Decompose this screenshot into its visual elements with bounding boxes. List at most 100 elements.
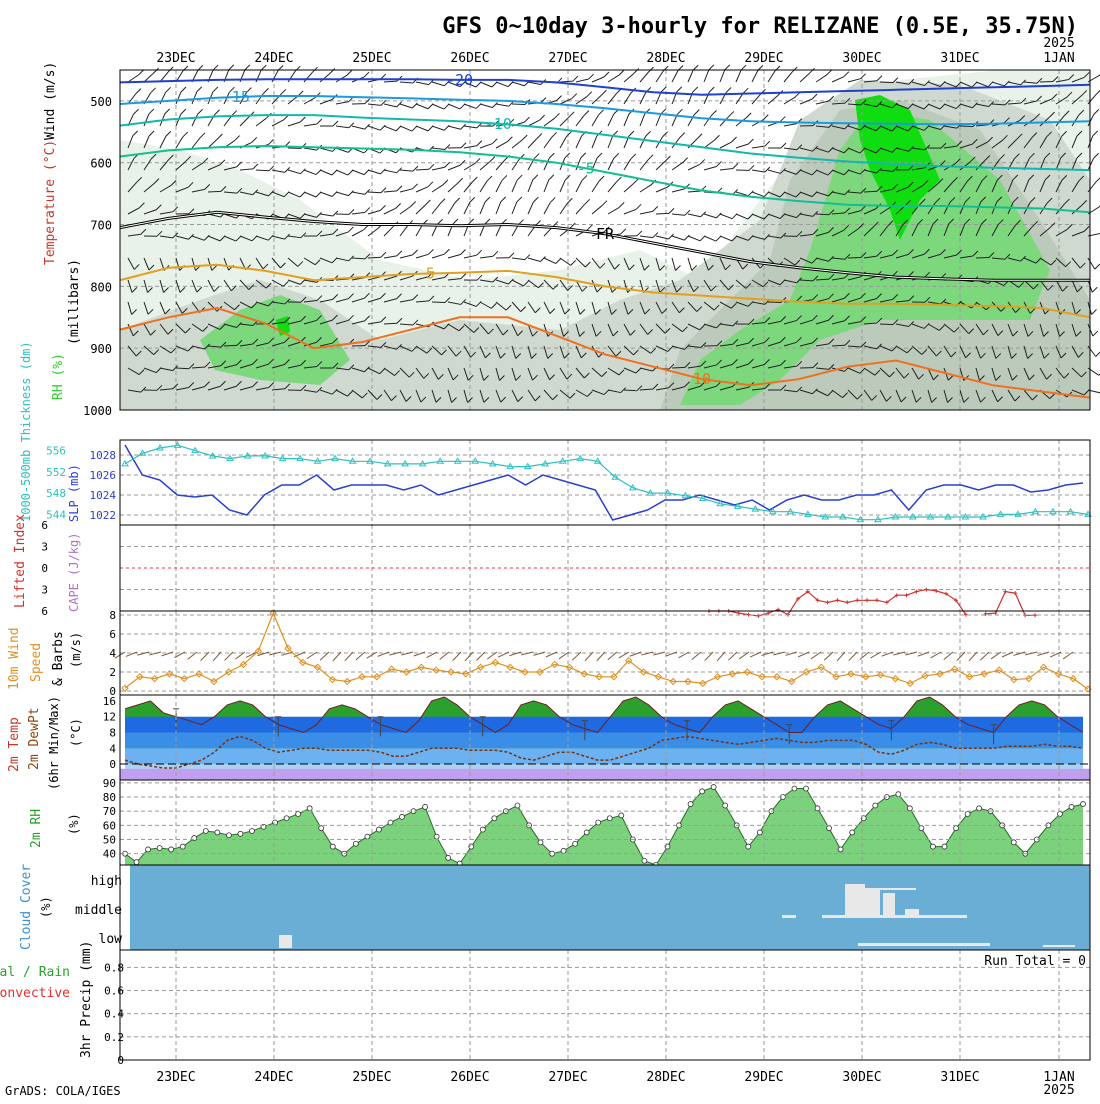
rh-marker (792, 786, 797, 791)
wind-barb-10m (333, 652, 341, 661)
slp-tick-label: 1022 (90, 509, 117, 522)
rh-marker (423, 804, 428, 809)
lifted-index-axis-label: Lifted Index (13, 514, 28, 608)
top-year-label: 2025 (1043, 36, 1074, 51)
wind-barb (960, 126, 973, 127)
temp-tick-label: 8 (109, 727, 116, 740)
lifted-index-tick-label: 0 (41, 562, 48, 575)
top-date-label: 27DEC (548, 51, 587, 66)
rh-marker (700, 789, 705, 794)
run-total-label: Run Total = 0 (984, 954, 1086, 969)
isotherm-label: -15 (223, 88, 250, 106)
thickness-tick-label: 556 (46, 445, 66, 458)
cloud-layer-label: high (91, 874, 122, 889)
cloud-block (1043, 945, 1075, 947)
temp-axis-label-2: 2m DewPt (27, 707, 42, 770)
rh-marker (492, 816, 497, 821)
wind-barb (416, 169, 429, 170)
wind-barb-flag (1096, 177, 1100, 182)
wind-barb-10m (137, 652, 149, 655)
rh-marker (515, 803, 520, 808)
wind-barb-flag (709, 65, 714, 70)
wind-barb-10m (905, 652, 917, 655)
temp-band (125, 733, 1083, 749)
wind-barb-flag (693, 65, 698, 70)
pressure-tick-label: 600 (90, 157, 112, 171)
wind-barb (512, 104, 525, 105)
wind-tick-label: 4 (109, 647, 116, 660)
wind-tick-label: 8 (109, 609, 116, 622)
wind-barb (176, 368, 189, 369)
lifted-index-marker (845, 600, 849, 604)
lifted-index-tick-label: 3 (41, 541, 48, 554)
pressure-axis-label: (millibars) (67, 259, 82, 345)
rh-marker (873, 803, 878, 808)
rh-marker (746, 844, 751, 849)
rh-marker (400, 814, 405, 819)
rh-axis-label: RH (%) (51, 353, 66, 400)
lifted-index-marker (747, 613, 751, 617)
rh-tick-label: 90 (103, 777, 116, 790)
rh-marker (226, 833, 231, 838)
bottom-date-label: 28DEC (646, 1070, 685, 1085)
wind-barb (656, 213, 669, 214)
rh-marker (827, 826, 832, 831)
wind-barb (672, 367, 685, 368)
wind-barb-10m (773, 652, 785, 655)
rh-marker (907, 806, 912, 811)
rh-marker (146, 847, 151, 852)
rh-marker (815, 806, 820, 811)
isotherm-label: FR (596, 225, 615, 243)
lifted-index-tick-label: 6 (41, 519, 48, 532)
lifted-index-marker (924, 588, 928, 592)
rh-marker (273, 820, 278, 825)
rh-marker (942, 844, 947, 849)
wind-barb-flag (1096, 351, 1100, 356)
cloud-block (858, 888, 916, 890)
rh-marker (619, 813, 624, 818)
rh-marker (596, 820, 601, 825)
wind-barb-flag (1092, 287, 1097, 292)
wind-barb-flag (1096, 89, 1100, 94)
wind-barb (224, 345, 237, 346)
top-date-label: 30DEC (842, 51, 881, 66)
wind-barb (880, 82, 893, 83)
wind-axis-label-1: 10m Wind (7, 627, 22, 690)
chart-title: GFS 0~10day 3-hourly for RELIZANE (0.5E,… (442, 14, 1078, 39)
rh-marker (930, 844, 935, 849)
wind-barb-flag (213, 65, 218, 70)
temperature-axis-label: Temperature (°C) (43, 140, 58, 265)
rh-marker (1081, 802, 1086, 807)
isotherm-label: -20 (446, 71, 473, 89)
lifted-index-line (986, 592, 1035, 616)
bottom-date-label: 26DEC (450, 1070, 489, 1085)
cloud-block (782, 915, 796, 918)
rh-marker (446, 855, 451, 860)
rh-marker (157, 846, 162, 851)
rh-marker (711, 785, 716, 790)
temp-tick-label: 12 (103, 711, 116, 724)
top-date-label: 1JAN (1043, 51, 1074, 66)
wind-barb (880, 324, 893, 325)
rh-marker (434, 834, 439, 839)
cloud-background (130, 865, 1090, 950)
rh-tick-label: 80 (103, 791, 116, 804)
rh-tick-label: 70 (103, 805, 116, 818)
isotherm-label: -5 (577, 159, 595, 177)
precip-frame (120, 950, 1090, 1060)
rh-marker (134, 860, 139, 865)
cloud-block (858, 943, 990, 946)
isotherm-label: -10 (485, 115, 512, 133)
precip-rain-label: Total / Rain (0, 965, 70, 980)
bottom-date-label: 23DEC (156, 1070, 195, 1085)
bottom-date-label: 30DEC (842, 1070, 881, 1085)
lifted-index-marker (905, 593, 909, 597)
wind-barb-10m (1025, 652, 1037, 655)
credit-text: GrADS: COLA/IGES (5, 1084, 121, 1098)
wind-barb (432, 302, 445, 303)
rh-marker (561, 848, 566, 853)
precip-tick-label: 0 (117, 1054, 124, 1067)
wind-barb-10m (521, 652, 533, 655)
wind-axis-label: Wind (m/s) (43, 62, 58, 140)
slp-tick-label: 1026 (90, 469, 117, 482)
